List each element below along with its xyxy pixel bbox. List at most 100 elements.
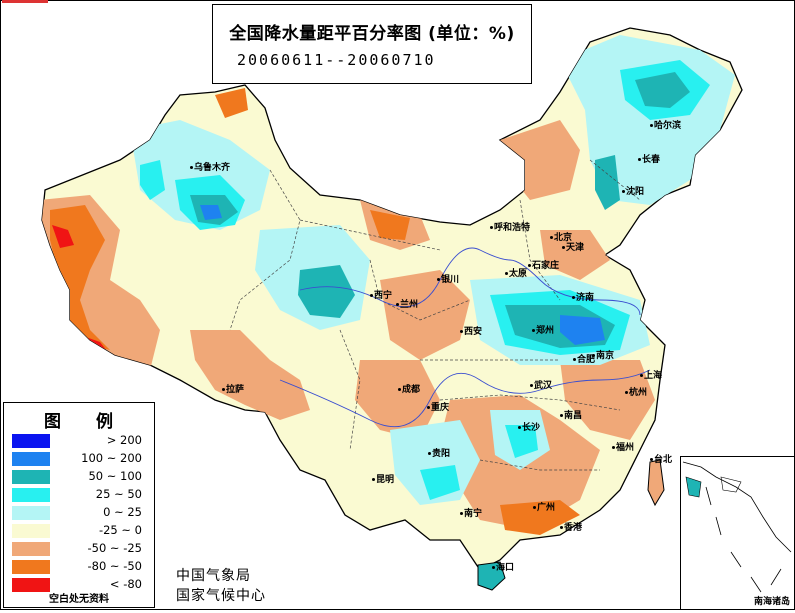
city-dot-icon — [190, 166, 193, 169]
hainan-island — [477, 561, 506, 591]
legend-swatch — [12, 470, 50, 484]
inset-island-2 — [720, 476, 742, 493]
city-dot-icon — [505, 272, 508, 275]
city-dot-icon — [437, 278, 440, 281]
city-dot-icon — [650, 124, 653, 127]
rivers — [279, 247, 651, 428]
inset-label: 南海诸岛 — [753, 597, 790, 607]
city-fuzhou: 福州 — [612, 440, 634, 453]
city-lanzhou: 兰州 — [396, 297, 418, 310]
city-jinan: 济南 — [572, 290, 594, 303]
city-shijiazhuang: 石家庄 — [528, 258, 559, 271]
city-haikou: 海口 — [492, 560, 514, 573]
legend-swatch — [12, 488, 50, 502]
city-taiyuan: 太原 — [505, 266, 527, 279]
city-dot-icon — [622, 190, 625, 193]
city-guangzhou: 广州 — [533, 500, 555, 513]
legend-swatch — [12, 524, 50, 538]
legend-item: -80 ~ -50 — [12, 559, 150, 575]
dry-zone-central — [380, 270, 470, 360]
legend-label: -80 ~ -50 — [87, 559, 142, 573]
city-lhasa: 拉萨 — [222, 382, 244, 395]
city-dot-icon — [560, 526, 563, 529]
city-shenyang: 沈阳 — [622, 184, 644, 197]
city-zhengzhou: 郑州 — [532, 323, 554, 336]
city-dot-icon — [372, 478, 375, 481]
city-hangzhou: 杭州 — [625, 385, 647, 398]
legend-swatch — [12, 452, 50, 466]
legend-item: < -80 — [12, 577, 150, 593]
dry-zone-sichuan — [355, 360, 440, 440]
city-dot-icon — [518, 426, 521, 429]
city-beijing: 北京 — [550, 230, 572, 243]
city-dot-icon — [370, 294, 373, 297]
agency-center: 国家气候中心 — [176, 588, 266, 604]
city-dot-icon — [638, 158, 641, 161]
city-hefei: 合肥 — [573, 352, 595, 365]
city-dot-icon — [562, 246, 565, 249]
city-dot-icon — [650, 458, 653, 461]
city-changchun: 长春 — [638, 152, 660, 165]
wet-zone-guizhou-25 — [420, 465, 460, 500]
inset-coastline — [682, 461, 792, 553]
city-xian: 西安 — [460, 324, 482, 337]
legend-item: 25 ~ 50 — [12, 487, 150, 503]
date-range: 20060611--20060710 — [237, 51, 436, 69]
corner-mark — [2, 0, 48, 3]
legend-label: -50 ~ -25 — [87, 541, 142, 555]
city-dot-icon — [592, 354, 595, 357]
legend: 图 例 > 200 100 ~ 200 50 ~ 100 25 ~ 50 0 ~ 25-… — [3, 402, 155, 608]
city-wuhan: 武汉 — [530, 378, 552, 391]
legend-note: 空白处无资料 — [49, 594, 109, 605]
city-xining: 西宁 — [370, 288, 392, 301]
very-dry-north — [370, 210, 410, 240]
wet-zone-xinjiang-100 — [200, 205, 222, 220]
inset-nine-dash-line — [705, 486, 782, 593]
city-dot-icon — [222, 388, 225, 391]
legend-item: > 200 — [12, 433, 150, 449]
legend-label: -25 ~ 0 — [98, 523, 142, 537]
legend-item: 50 ~ 100 — [12, 469, 150, 485]
dry-zone-northeast — [500, 120, 580, 200]
city-nanjing: 南京 — [592, 348, 614, 361]
wet-spot-ili — [140, 160, 165, 200]
city-hohhot: 呼和浩特 — [490, 220, 530, 233]
city-dot-icon — [427, 406, 430, 409]
city-dot-icon — [460, 512, 463, 515]
wet-zone-northeast-50 — [635, 72, 690, 108]
city-nanning: 南宁 — [460, 506, 482, 519]
legend-item: -50 ~ -25 — [12, 541, 150, 557]
city-dot-icon — [396, 303, 399, 306]
city-urumqi: 乌鲁木齐 — [190, 160, 230, 173]
city-chengdu: 成都 — [398, 382, 420, 395]
city-dot-icon — [560, 414, 563, 417]
city-dot-icon — [573, 358, 576, 361]
city-dot-icon — [490, 226, 493, 229]
dry-zone-east — [560, 360, 655, 440]
precipitation-zones — [42, 35, 735, 535]
city-dot-icon — [428, 452, 431, 455]
wet-zone-liaoning — [595, 155, 620, 210]
legend-label: 100 ~ 200 — [81, 451, 142, 465]
legend-swatch — [12, 434, 50, 448]
dry-zone-tibet — [190, 330, 310, 420]
legend-item: -25 ~ 0 — [12, 523, 150, 539]
south-china-sea-inset: 南海诸岛 — [680, 456, 795, 610]
city-dot-icon — [528, 264, 531, 267]
city-dot-icon — [640, 374, 643, 377]
city-harbin: 哈尔滨 — [650, 118, 681, 131]
map-title: 全国降水量距平百分率图 (单位：%) — [229, 24, 515, 44]
city-kunming: 昆明 — [372, 472, 394, 485]
city-hongkong: 香港 — [560, 520, 582, 533]
wet-zone-qinghai-50 — [298, 265, 355, 318]
city-dot-icon — [625, 391, 628, 394]
city-shanghai: 上海 — [640, 368, 662, 381]
legend-swatch — [12, 578, 50, 592]
agency-name: 中国气象局 — [176, 568, 251, 584]
wet-zone-hunan-25 — [505, 425, 538, 458]
city-dot-icon — [398, 388, 401, 391]
city-dot-icon — [533, 506, 536, 509]
legend-label: 25 ~ 50 — [95, 487, 142, 501]
legend-label: 0 ~ 25 — [103, 505, 142, 519]
